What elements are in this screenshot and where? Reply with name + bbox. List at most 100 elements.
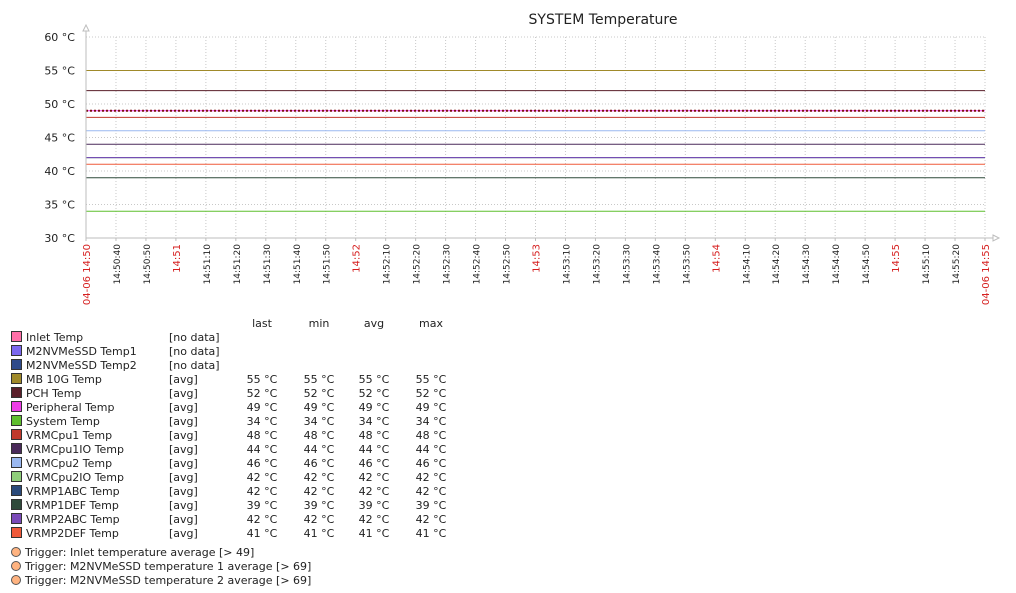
legend-value-max: 34 °C bbox=[416, 415, 447, 428]
x-tick-label: 14:54:40 bbox=[832, 244, 842, 285]
y-tick-label: 55 °C bbox=[44, 65, 75, 78]
legend-series-func: [avg] bbox=[169, 387, 198, 400]
legend-series-name: VRMCpu1 Temp bbox=[26, 429, 112, 442]
legend-header-min: min bbox=[309, 317, 330, 330]
x-tick-label: 04-06 14:50 bbox=[82, 244, 93, 305]
legend-series-func: [avg] bbox=[169, 471, 198, 484]
grid bbox=[86, 36, 986, 238]
x-tick-label: 14:54:50 bbox=[862, 244, 872, 285]
legend-value-avg: 48 °C bbox=[359, 429, 390, 442]
legend-swatch bbox=[11, 429, 22, 440]
x-tick-label: 14:53:10 bbox=[562, 244, 572, 285]
legend-swatch bbox=[11, 373, 22, 384]
legend-value-avg: 55 °C bbox=[359, 373, 390, 386]
x-tick-label: 14:50:40 bbox=[113, 244, 123, 285]
legend-swatch bbox=[11, 443, 22, 454]
legend-value-min: 48 °C bbox=[304, 429, 335, 442]
x-tick-label: 14:54:10 bbox=[742, 244, 752, 285]
legend-value-last: 34 °C bbox=[247, 415, 278, 428]
legend-series-func: [avg] bbox=[169, 513, 198, 526]
legend-swatch bbox=[11, 415, 22, 426]
legend-series-func: [avg] bbox=[169, 527, 198, 540]
legend-value-min: 46 °C bbox=[304, 457, 335, 470]
x-tick-label: 14:54:30 bbox=[802, 244, 812, 285]
legend-series-name: VRMCpu2 Temp bbox=[26, 457, 112, 470]
y-tick-label: 60 °C bbox=[44, 31, 75, 44]
y-tick-label: 40 °C bbox=[44, 165, 75, 178]
legend-series-name: VRMP1ABC Temp bbox=[26, 485, 120, 498]
legend-series-func: [no data] bbox=[169, 359, 220, 372]
trigger-label: Trigger: Inlet temperature average [> 49… bbox=[24, 546, 254, 559]
legend-value-avg: 41 °C bbox=[359, 527, 390, 540]
legend-value-avg: 46 °C bbox=[359, 457, 390, 470]
legend-value-last: 52 °C bbox=[247, 387, 278, 400]
legend-series-func: [avg] bbox=[169, 401, 198, 414]
legend-value-min: 41 °C bbox=[304, 527, 335, 540]
legend-series-func: [avg] bbox=[169, 499, 198, 512]
legend-value-max: 42 °C bbox=[416, 513, 447, 526]
legend-value-max: 46 °C bbox=[416, 457, 447, 470]
legend-value-last: 41 °C bbox=[247, 527, 278, 540]
x-tick-label: 14:53:20 bbox=[592, 244, 602, 285]
legend-series-name: Inlet Temp bbox=[26, 331, 83, 344]
legend-header-max: max bbox=[419, 317, 443, 330]
legend-header-avg: avg bbox=[364, 317, 384, 330]
legend-value-avg: 52 °C bbox=[359, 387, 390, 400]
x-tick-label: 14:55:20 bbox=[952, 244, 962, 285]
x-tick-label: 14:51:10 bbox=[203, 244, 213, 285]
legend-value-avg: 39 °C bbox=[359, 499, 390, 512]
legend-swatch bbox=[11, 345, 22, 356]
legend-series-name: M2NVMeSSD Temp1 bbox=[26, 345, 137, 358]
legend-value-avg: 34 °C bbox=[359, 415, 390, 428]
legend-value-max: 48 °C bbox=[416, 429, 447, 442]
legend-value-min: 52 °C bbox=[304, 387, 335, 400]
x-tick-label: 14:52:30 bbox=[443, 244, 453, 285]
legend-series-name: VRMCpu2IO Temp bbox=[26, 471, 124, 484]
legend-value-last: 42 °C bbox=[247, 471, 278, 484]
legend-series-func: [avg] bbox=[169, 457, 198, 470]
x-tick-label: 14:53:40 bbox=[652, 244, 662, 285]
legend-value-last: 42 °C bbox=[247, 485, 278, 498]
legend-series-func: [avg] bbox=[169, 373, 198, 386]
axes: 30 °C 35 °C 40 °C 45 °C 50 °C 55 °C 60 °C 04-06… bbox=[44, 23, 1001, 305]
x-tick-label: 14:51:30 bbox=[263, 244, 273, 285]
legend-series-name: M2NVMeSSD Temp2 bbox=[26, 359, 137, 372]
legend-swatch bbox=[11, 387, 22, 398]
legend-value-last: 39 °C bbox=[247, 499, 278, 512]
x-tick-label: 14:52:20 bbox=[413, 244, 423, 285]
legend-value-max: 55 °C bbox=[416, 373, 447, 386]
x-tick-label: 14:55 bbox=[891, 244, 902, 273]
legend-series-name: VRMP1DEF Temp bbox=[26, 499, 119, 512]
x-tick-label: 14:52:50 bbox=[503, 244, 513, 285]
legend-value-last: 42 °C bbox=[247, 513, 278, 526]
legend-series-func: [no data] bbox=[169, 345, 220, 358]
legend-value-avg: 49 °C bbox=[359, 401, 390, 414]
legend-swatch bbox=[11, 527, 22, 538]
legend-swatch bbox=[11, 499, 22, 510]
y-tick-label: 35 °C bbox=[44, 199, 75, 212]
legend-series-name: MB 10G Temp bbox=[26, 373, 102, 386]
y-tick-label: 50 °C bbox=[44, 98, 75, 111]
legend-value-max: 49 °C bbox=[416, 401, 447, 414]
legend-value-max: 39 °C bbox=[416, 499, 447, 512]
x-tick-label: 14:52:40 bbox=[473, 244, 483, 285]
y-tick-label: 30 °C bbox=[44, 232, 75, 245]
legend-value-min: 49 °C bbox=[304, 401, 335, 414]
legend-value-max: 42 °C bbox=[416, 485, 447, 498]
legend-series-func: [avg] bbox=[169, 429, 198, 442]
x-tick-label: 04-06 14:55 bbox=[981, 244, 992, 305]
legend-swatch bbox=[11, 471, 22, 482]
legend-series-func: [avg] bbox=[169, 485, 198, 498]
x-tick-label: 14:51:40 bbox=[293, 244, 303, 285]
legend-value-max: 42 °C bbox=[416, 471, 447, 484]
legend-series-func: [no data] bbox=[169, 331, 220, 344]
legend-value-avg: 42 °C bbox=[359, 513, 390, 526]
legend-value-avg: 42 °C bbox=[359, 471, 390, 484]
x-tick-label: 14:51 bbox=[172, 244, 183, 273]
legend-value-min: 34 °C bbox=[304, 415, 335, 428]
legend-value-max: 41 °C bbox=[416, 527, 447, 540]
x-axis-arrow bbox=[992, 234, 1001, 242]
legend-swatch bbox=[11, 513, 22, 524]
legend-value-max: 52 °C bbox=[416, 387, 447, 400]
